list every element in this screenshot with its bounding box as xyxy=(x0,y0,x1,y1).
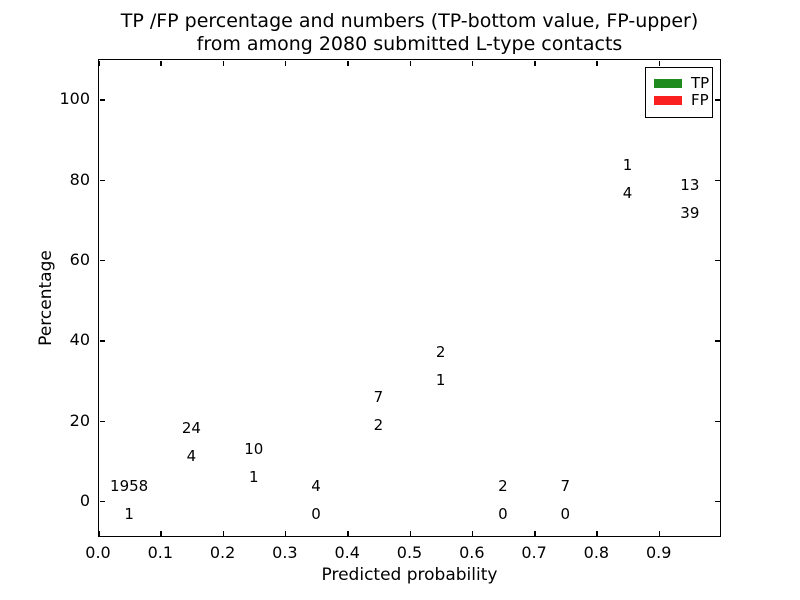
tp-count-label: 2 xyxy=(373,415,384,434)
tp-count-label: 1 xyxy=(248,468,259,487)
x-tick-label: 0.6 xyxy=(459,543,485,562)
v-gridline xyxy=(347,59,349,537)
x-tick-label: 0.4 xyxy=(334,543,360,562)
x-tickmark-top xyxy=(222,60,225,66)
fp-bar-segment xyxy=(534,99,597,501)
y-tick-label: 40 xyxy=(69,330,90,350)
y-tickmark-right xyxy=(714,99,720,101)
x-tickmark-top xyxy=(347,60,349,66)
fp-count-label: 10 xyxy=(244,440,264,459)
v-gridline xyxy=(160,59,162,537)
x-tickmark-bottom xyxy=(284,530,287,536)
x-tick-label: 0.0 xyxy=(85,543,111,562)
x-tickmark-bottom xyxy=(409,530,411,536)
x-tickmark-bottom xyxy=(534,530,536,536)
fp-count-label: 1 xyxy=(622,155,633,174)
y-tickmark-left xyxy=(99,259,105,262)
x-tickmark-top xyxy=(534,60,536,66)
x-tickmark-bottom xyxy=(347,530,349,536)
x-tick-label: 0.9 xyxy=(645,543,672,562)
x-tickmark-bottom xyxy=(98,530,100,536)
v-gridline xyxy=(409,59,411,537)
fp-bar-segment xyxy=(160,99,223,444)
tp-count-label: 4 xyxy=(186,447,197,466)
y-tickmark-left xyxy=(99,99,105,101)
fp-bar-segment xyxy=(347,99,410,412)
x-tickmark-bottom xyxy=(160,530,162,536)
fp-bar-segment xyxy=(284,99,348,501)
x-tick-label: 0.5 xyxy=(396,543,423,562)
fp-bar-segment xyxy=(98,99,161,501)
v-gridline xyxy=(284,59,286,537)
y-tick-label: 80 xyxy=(69,169,90,189)
legend-label-fp: FP xyxy=(691,91,709,109)
v-gridline xyxy=(222,59,224,537)
legend-label-tp: TP xyxy=(691,74,710,92)
fp-count-label: 13 xyxy=(680,175,700,194)
v-gridline xyxy=(471,59,473,537)
y-tick-label: 0 xyxy=(79,490,90,510)
v-gridline xyxy=(658,59,660,537)
x-axis-label: Predicted probability xyxy=(321,565,498,585)
x-tickmark-top xyxy=(98,60,100,66)
y-tickmark-left xyxy=(99,500,105,503)
x-tick-label: 0.7 xyxy=(521,543,547,562)
x-tickmark-bottom xyxy=(222,530,225,536)
y-tickmark-right xyxy=(714,259,720,262)
chart-title-line-2: from among 2080 submitted L-type contact… xyxy=(196,33,623,55)
legend: TP FP xyxy=(645,67,713,118)
x-tickmark-top xyxy=(284,60,287,66)
tp-count-label: 0 xyxy=(311,504,321,523)
x-tick-label: 0.2 xyxy=(209,543,236,562)
tp-color-swatch xyxy=(654,79,682,88)
y-tickmark-right xyxy=(714,340,720,342)
fp-bar-segment xyxy=(471,99,535,501)
x-tickmark-top xyxy=(596,60,598,66)
y-tick-label: 100 xyxy=(59,89,90,109)
x-tick-label: 0.1 xyxy=(147,543,174,562)
x-tickmark-top xyxy=(658,60,661,66)
x-tick-label: 0.8 xyxy=(583,543,610,562)
tp-count-label: 1 xyxy=(435,370,446,389)
tp-bar-segment xyxy=(658,199,721,501)
tp-count-label: 0 xyxy=(560,504,571,523)
fp-bar-segment xyxy=(409,99,472,367)
tp-count-label: 39 xyxy=(680,203,700,222)
fp-count-label: 7 xyxy=(373,387,384,406)
x-tickmark-bottom xyxy=(471,530,474,536)
x-tickmark-bottom xyxy=(596,530,598,536)
x-tickmark-top xyxy=(160,60,162,66)
y-tickmark-left xyxy=(99,340,105,342)
y-tickmark-left xyxy=(99,179,105,181)
chart-title-line-1: TP /FP percentage and numbers (TP-bottom… xyxy=(120,10,699,32)
fp-count-label: 4 xyxy=(311,476,321,495)
tp-count-label: 4 xyxy=(622,183,633,202)
fp-bar-segment xyxy=(222,99,285,465)
y-tickmark-right xyxy=(714,500,720,503)
x-tickmark-top xyxy=(409,60,411,66)
x-tickmark-bottom xyxy=(658,530,661,536)
v-gridline xyxy=(596,59,598,537)
x-tickmark-top xyxy=(471,60,474,66)
fp-count-label: 7 xyxy=(560,476,571,495)
fp-count-label: 1958 xyxy=(110,476,149,495)
fp-count-label: 24 xyxy=(181,419,201,438)
fp-color-swatch xyxy=(654,96,682,105)
y-tick-label: 20 xyxy=(69,410,90,430)
y-tickmark-left xyxy=(99,420,105,422)
x-tick-label: 0.3 xyxy=(272,543,298,562)
legend-entry-tp: TP xyxy=(654,76,709,91)
y-tickmark-right xyxy=(714,420,720,422)
chart-title: TP /FP percentage and numbers (TP-bottom… xyxy=(98,10,721,56)
tp-count-label: 1 xyxy=(124,504,134,523)
fp-count-label: 2 xyxy=(498,476,508,495)
fp-count-label: 2 xyxy=(435,342,446,361)
v-gridline xyxy=(534,59,536,537)
legend-entry-fp: FP xyxy=(654,93,709,108)
tp-count-label: 0 xyxy=(498,504,508,523)
y-tickmark-right xyxy=(714,179,720,181)
y-tick-label: 60 xyxy=(69,249,90,269)
